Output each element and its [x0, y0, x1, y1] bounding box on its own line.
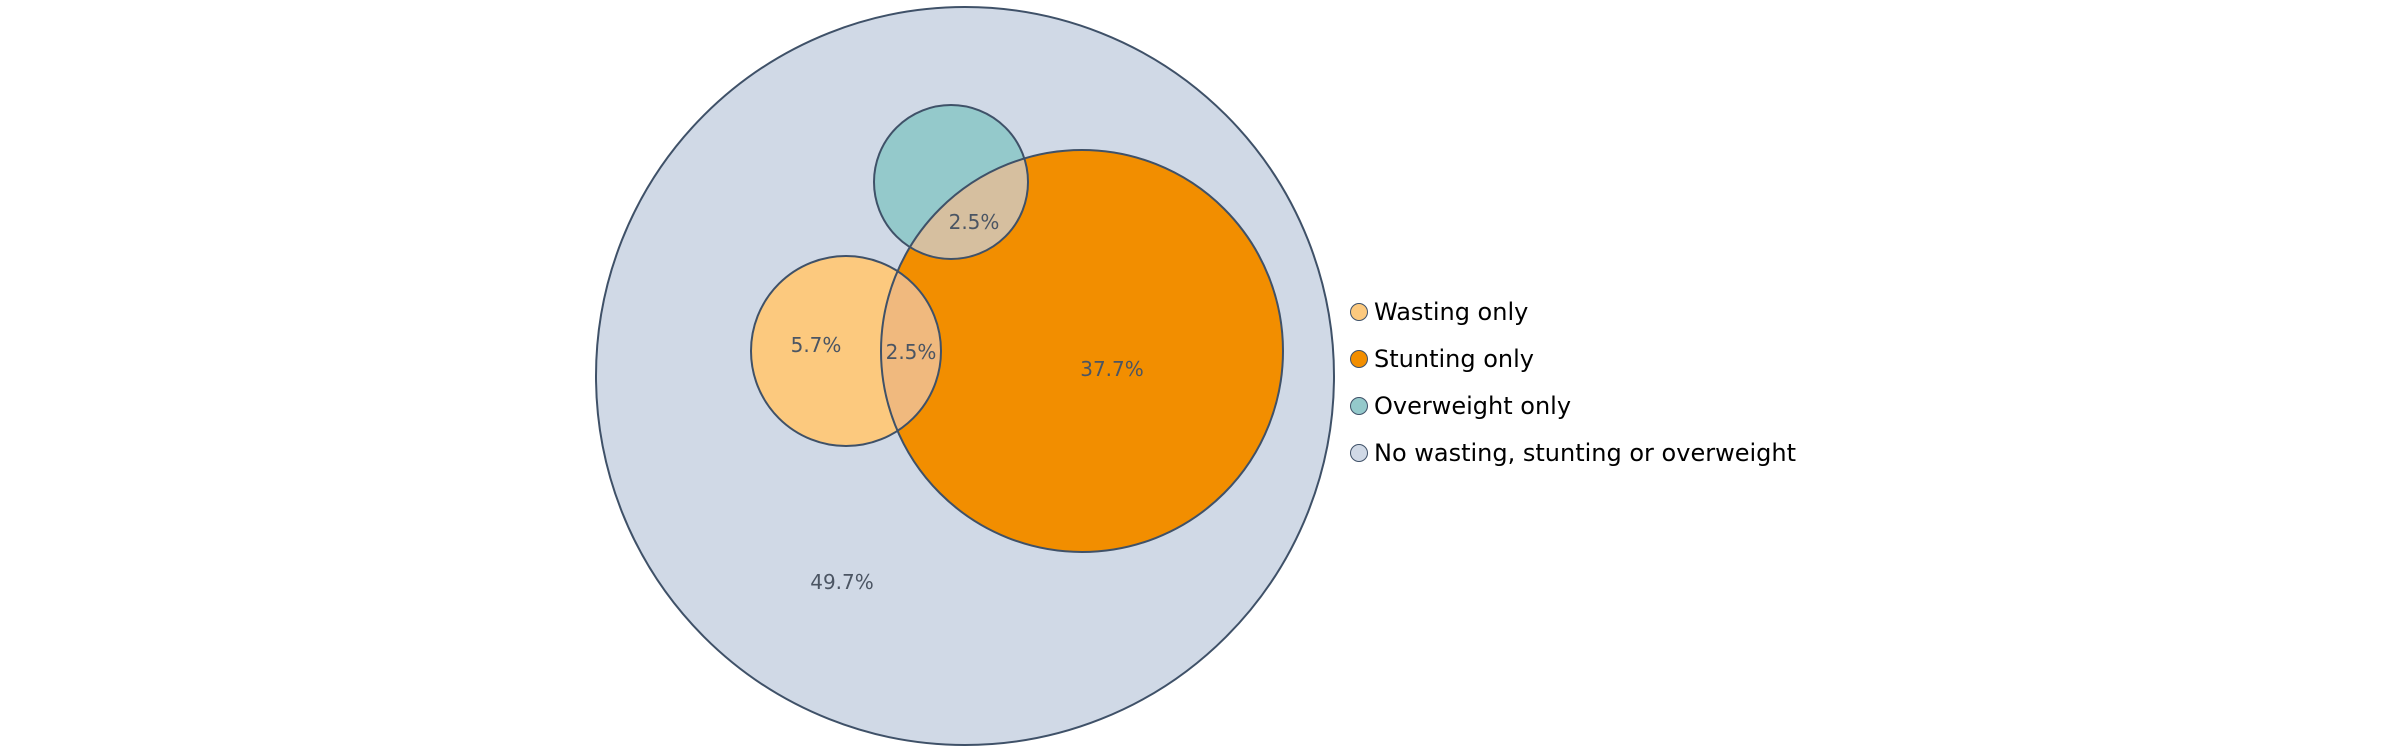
legend-label-wasting: Wasting only: [1374, 297, 1529, 326]
label-none: 49.7%: [810, 570, 874, 594]
legend-label-stunting: Stunting only: [1374, 344, 1534, 373]
legend-label-overweight: Overweight only: [1374, 391, 1572, 420]
label-wasting-stunting: 2.5%: [886, 340, 937, 364]
stunting-outline: [880, 149, 1284, 553]
legend-swatch-none: [1350, 443, 1368, 462]
legend-swatch-wasting: [1350, 302, 1368, 321]
legend-item-overweight: Overweight only: [1350, 382, 1796, 429]
legend-item-stunting: Stunting only: [1350, 335, 1796, 382]
overweight-outline: [873, 104, 1029, 260]
legend-item-wasting: Wasting only: [1350, 288, 1796, 335]
label-stunting: 37.7%: [1080, 357, 1144, 381]
wasting-stunting-overlap: [881, 256, 941, 446]
legend-label-none: No wasting, stunting or overweight: [1374, 438, 1796, 467]
label-wasting: 5.7%: [791, 333, 842, 357]
legend-item-none: No wasting, stunting or overweight: [1350, 429, 1796, 476]
legend: Wasting only Stunting only Overweight on…: [1350, 288, 1796, 476]
wasting-outline: [750, 255, 942, 447]
label-overweight-stunting: 2.5%: [949, 210, 1000, 234]
legend-swatch-stunting: [1350, 349, 1368, 368]
legend-swatch-overweight: [1350, 396, 1368, 415]
